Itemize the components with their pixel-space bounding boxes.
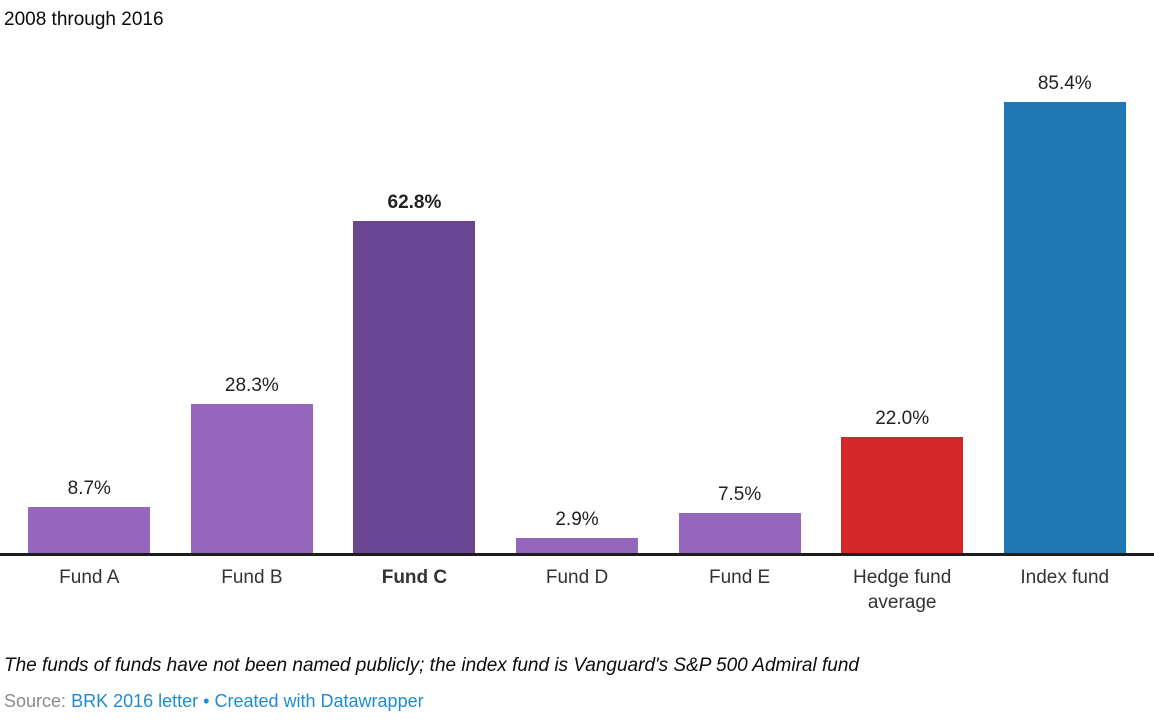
x-axis-labels-row: Fund A Fund B Fund C Fund D Fund E Hedge fund… xyxy=(0,556,1154,618)
x-axis-label-cell: Index fund xyxy=(983,558,1146,618)
bar-value-label: 7.5% xyxy=(717,484,762,505)
chart-footnote: The funds of funds have not been named p… xyxy=(4,655,859,676)
bar-column: 28.3% xyxy=(171,40,334,553)
bar-column: 7.5% xyxy=(658,40,821,553)
bar-value-label: 28.3% xyxy=(224,375,279,396)
x-axis-label-cell: Fund B xyxy=(171,558,334,618)
x-axis-category-label: Fund C xyxy=(381,567,448,588)
bar-value-label: 85.4% xyxy=(1037,73,1092,94)
datawrapper-attribution-link[interactable]: Created with Datawrapper xyxy=(214,691,424,711)
bar xyxy=(1003,102,1126,553)
source-row: Source: BRK 2016 letter • Created with D… xyxy=(0,690,1154,712)
bar-column: 2.9% xyxy=(496,40,659,553)
bar xyxy=(516,538,639,553)
x-axis-label-cell: Fund D xyxy=(496,558,659,618)
bar xyxy=(28,507,151,553)
bar xyxy=(190,404,313,553)
source-link[interactable]: BRK 2016 letter xyxy=(71,691,199,711)
x-axis-category-label: Fund D xyxy=(545,567,609,588)
bar-value-label: 22.0% xyxy=(875,408,930,429)
x-axis-category-label: Fund E xyxy=(708,567,771,588)
x-axis-label-cell: Fund A xyxy=(8,558,171,618)
x-axis-label-cell: Fund C xyxy=(333,558,496,618)
x-axis-baseline xyxy=(0,553,1154,556)
bar-plot-area: 8.7% 28.3% 62.8% 2.9% 7.5% 22.0% 85.4% xyxy=(0,40,1154,553)
bar xyxy=(841,437,964,553)
bar-column: 85.4% xyxy=(983,40,1146,553)
chart-title: 2008 through 2016 xyxy=(4,9,164,30)
bar xyxy=(678,513,801,553)
dot-separator: • xyxy=(203,691,210,711)
bar-column: 62.8% xyxy=(333,40,496,553)
x-axis-label-cell: Hedge fund average xyxy=(821,558,984,618)
bar-value-label: 2.9% xyxy=(555,509,599,530)
bar-column: 8.7% xyxy=(8,40,171,553)
x-axis-category-label: Fund A xyxy=(59,567,120,588)
bar-value-label: 8.7% xyxy=(67,478,111,499)
x-axis-label-cell: Fund E xyxy=(658,558,821,618)
bar-value-label: 62.8% xyxy=(387,192,442,213)
bar-column: 22.0% xyxy=(821,40,984,553)
source-label: Source: xyxy=(4,691,67,711)
bar xyxy=(353,221,476,553)
x-axis-category-label: Fund B xyxy=(221,567,283,588)
x-axis-category-label: Index fund xyxy=(1020,567,1110,588)
chart-container: 2008 through 2016 8.7% 28.3% 62.8% 2.9% 7.5%… xyxy=(0,9,1154,712)
x-axis-category-label: Hedge fund average xyxy=(853,567,952,613)
